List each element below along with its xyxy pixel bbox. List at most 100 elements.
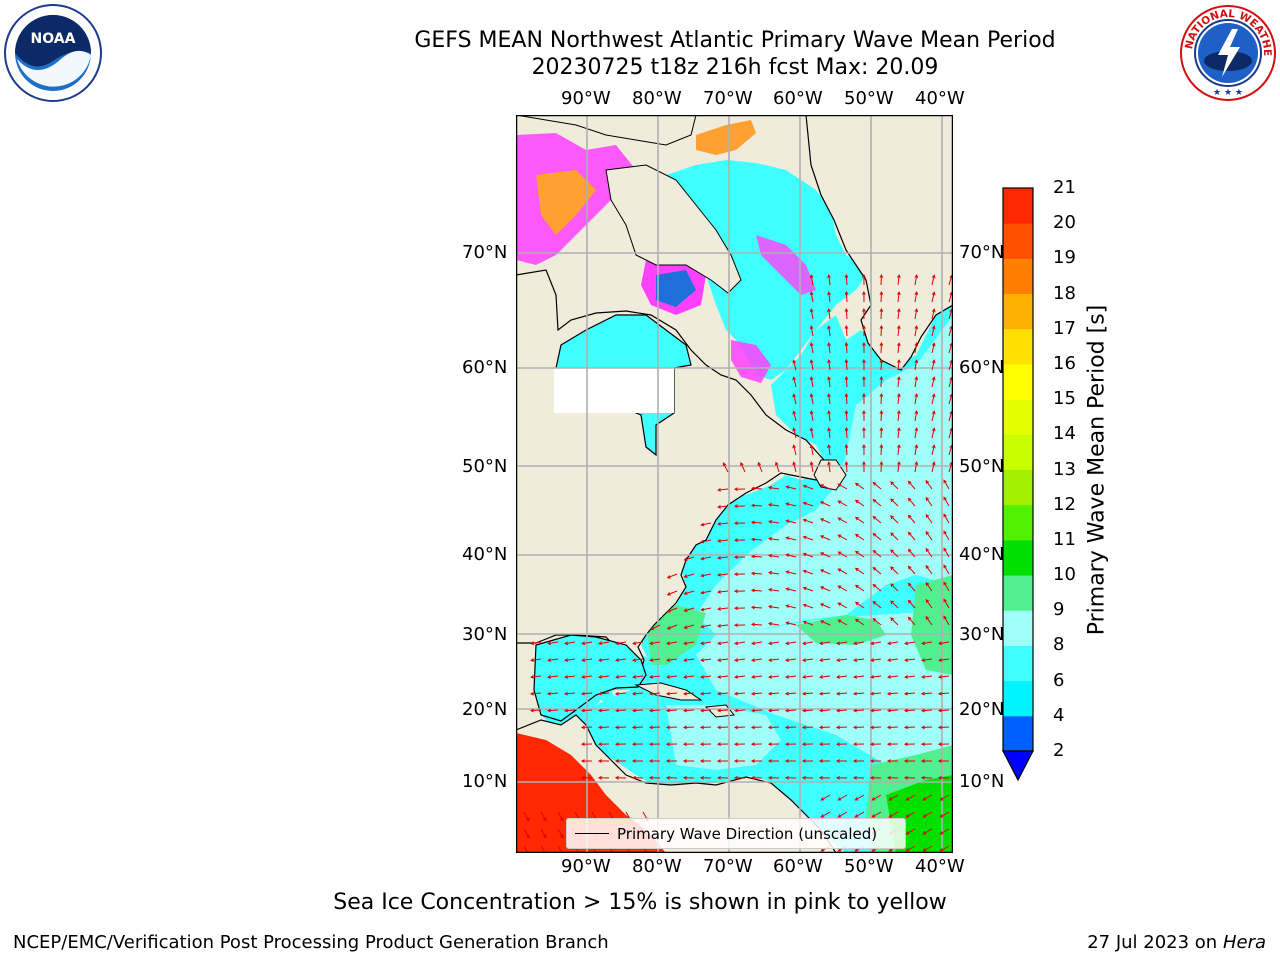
wave-arrow-head — [872, 481, 877, 486]
wave-arrow — [666, 692, 678, 695]
wave-arrow — [948, 394, 953, 405]
nws-logo: NATIONAL WEATHER SERVICE ★ ★ ★ — [1178, 3, 1276, 101]
wave-arrow-head — [784, 708, 789, 713]
wave-arrow-head — [801, 742, 806, 747]
colorbar-tick-label: 16 — [1053, 352, 1076, 374]
wave-arrow — [819, 692, 831, 695]
wave-arrow-head — [907, 599, 912, 604]
wave-arrow — [890, 498, 899, 507]
wave-arrow — [889, 794, 899, 801]
wave-arrow — [820, 675, 831, 678]
wave-arrow-head — [768, 502, 773, 507]
wave-arrow-head — [872, 498, 877, 503]
wave-arrow — [890, 600, 899, 609]
wave-arrow — [810, 377, 814, 388]
wave-arrow-head — [784, 691, 789, 696]
wave-arrow-head — [768, 675, 773, 679]
wave-arrow — [768, 692, 780, 695]
wave-arrow — [828, 360, 831, 371]
wave-arrow-head — [890, 600, 894, 605]
sea-ice-arctic-islands — [536, 170, 596, 235]
wave-arrow-head — [666, 609, 671, 613]
wave-arrow-head — [937, 725, 942, 730]
wave-arrow-head — [854, 848, 859, 852]
wave-arrow-head — [716, 708, 721, 713]
wave-arrow-head — [750, 759, 755, 763]
wave-arrow-head — [682, 725, 687, 730]
wave-arrow — [871, 675, 882, 678]
wave-arrow-head — [819, 518, 824, 522]
lat-label-right-10n: 10°N — [959, 771, 1005, 792]
wave-arrow-head — [879, 324, 884, 329]
wave-arrow-head — [733, 521, 738, 526]
wave-arrow-head — [922, 831, 927, 835]
wave-arrow — [887, 692, 899, 695]
wave-arrow-head — [818, 759, 823, 763]
wave-arrow — [615, 692, 627, 695]
wave-arrow — [718, 590, 729, 593]
lon-label-top-70w: 70°W — [703, 88, 753, 109]
wave-arrow — [880, 376, 882, 388]
wave-arrow-head — [792, 359, 796, 364]
wave-arrow — [735, 675, 746, 678]
wave-arrow-head — [827, 461, 831, 466]
wave-arrow-head — [530, 641, 535, 646]
wave-arrow-head — [938, 658, 943, 662]
wave-arrow-head — [837, 551, 842, 555]
wave-arrow — [880, 274, 882, 286]
wave-arrow — [897, 309, 900, 320]
wave-arrow-head — [683, 641, 688, 646]
wave-arrow — [828, 343, 831, 354]
lon-label-bottom-60w: 60°W — [773, 856, 823, 877]
wave-arrow — [880, 342, 882, 354]
wave-arrow-head — [835, 708, 840, 713]
wave-arrow — [683, 709, 695, 712]
wave-arrow-head — [809, 444, 814, 449]
wave-arrow-head — [903, 708, 908, 713]
wave-arrow-head — [920, 759, 925, 763]
wave-arrow-head — [890, 566, 894, 571]
wave-arrow — [880, 444, 882, 456]
wave-arrow — [908, 617, 916, 626]
lon-label-bottom-80w: 80°W — [632, 856, 682, 877]
colorbar-segment — [1003, 715, 1033, 752]
wave-arrow-head — [925, 496, 930, 501]
wave-arrow-head — [564, 658, 569, 662]
wave-arrow-head — [526, 834, 530, 839]
noaa-logo: NOAA — [4, 4, 102, 102]
wave-arrow-head — [844, 375, 849, 380]
wave-arrow — [872, 499, 882, 507]
wave-arrow — [855, 618, 865, 626]
wave-arrow — [845, 342, 848, 354]
wave-arrow — [599, 641, 610, 645]
wave-arrow-head — [802, 675, 807, 679]
wave-arrow-head — [734, 675, 739, 679]
wave-arrow-head — [648, 742, 653, 747]
wave-arrow — [547, 692, 559, 695]
wave-arrow-head — [937, 759, 942, 763]
wave-arrow-head — [827, 410, 831, 415]
wave-arrow — [821, 811, 831, 818]
wave-arrow-head — [837, 534, 842, 538]
wave-arrow-head — [581, 641, 586, 646]
wave-arrow-head — [879, 409, 884, 414]
wave-arrow — [810, 428, 814, 439]
wave-arrow-head — [564, 675, 569, 679]
wave-arrow-head — [733, 606, 738, 611]
wave-arrow — [650, 624, 661, 630]
wave-arrow — [793, 360, 797, 371]
wave-arrow-head — [768, 641, 773, 646]
wave-arrow-head — [733, 504, 738, 509]
wave-arrow — [557, 811, 564, 821]
lon-label-top-40w: 40°W — [915, 88, 965, 109]
wave-arrow-head — [844, 392, 849, 397]
wave-arrow-head — [768, 485, 773, 490]
wave-arrow — [906, 828, 916, 835]
wave-arrow-head — [886, 725, 891, 730]
wave-arrow-head — [852, 725, 857, 730]
wave-arrow — [757, 462, 763, 473]
wave-arrow — [718, 658, 729, 661]
lon-label-top-80w: 80°W — [632, 88, 682, 109]
wave-arrow-head — [943, 564, 947, 569]
wave-arrow-head — [768, 570, 773, 575]
